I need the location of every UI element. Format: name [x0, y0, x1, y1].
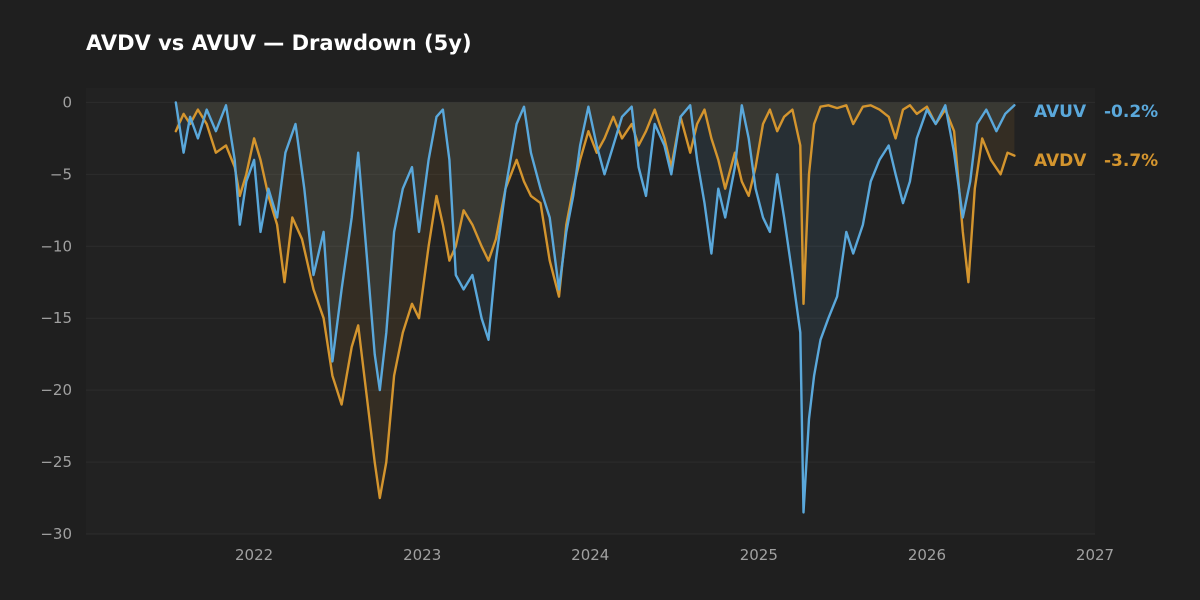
chart-title: AVDV vs AVUV — Drawdown (5y): [86, 31, 472, 55]
x-tick-label: 2026: [908, 546, 946, 564]
x-tick-label: 2023: [403, 546, 441, 564]
x-tick-label: 2027: [1076, 546, 1114, 564]
y-tick-label: −10: [40, 237, 72, 255]
end-label-value: -0.2%: [1104, 102, 1158, 122]
y-tick-label: 0: [62, 93, 72, 111]
x-tick-label: 2024: [571, 546, 609, 564]
end-label-value: -3.7%: [1104, 151, 1158, 171]
y-axis: 0 −5 −10 −15 −20 −25 −30: [40, 93, 72, 543]
x-axis: 2022 2023 2024 2025 2026 2027: [235, 546, 1114, 564]
end-label-name: AVUV: [1034, 102, 1087, 122]
end-labels: AVUV -0.2% AVDV -3.7%: [1034, 102, 1158, 171]
drawdown-fills: [175, 102, 1015, 513]
y-tick-label: −30: [40, 525, 72, 543]
x-tick-label: 2022: [235, 546, 273, 564]
y-tick-label: −20: [40, 381, 72, 399]
y-tick-label: −25: [40, 453, 72, 471]
drawdown-area-avdv: [175, 102, 1015, 499]
y-tick-label: −5: [50, 165, 72, 183]
end-label-name: AVDV: [1034, 151, 1087, 171]
series-line-avdv: [174, 104, 1016, 500]
drawdown-area-avuv: [175, 102, 1015, 513]
x-tick-label: 2025: [740, 546, 778, 564]
series-lines: [174, 101, 1016, 514]
series-line-avuv: [174, 101, 1016, 514]
grid-lines: [86, 101, 1095, 535]
y-tick-label: −15: [40, 309, 72, 327]
